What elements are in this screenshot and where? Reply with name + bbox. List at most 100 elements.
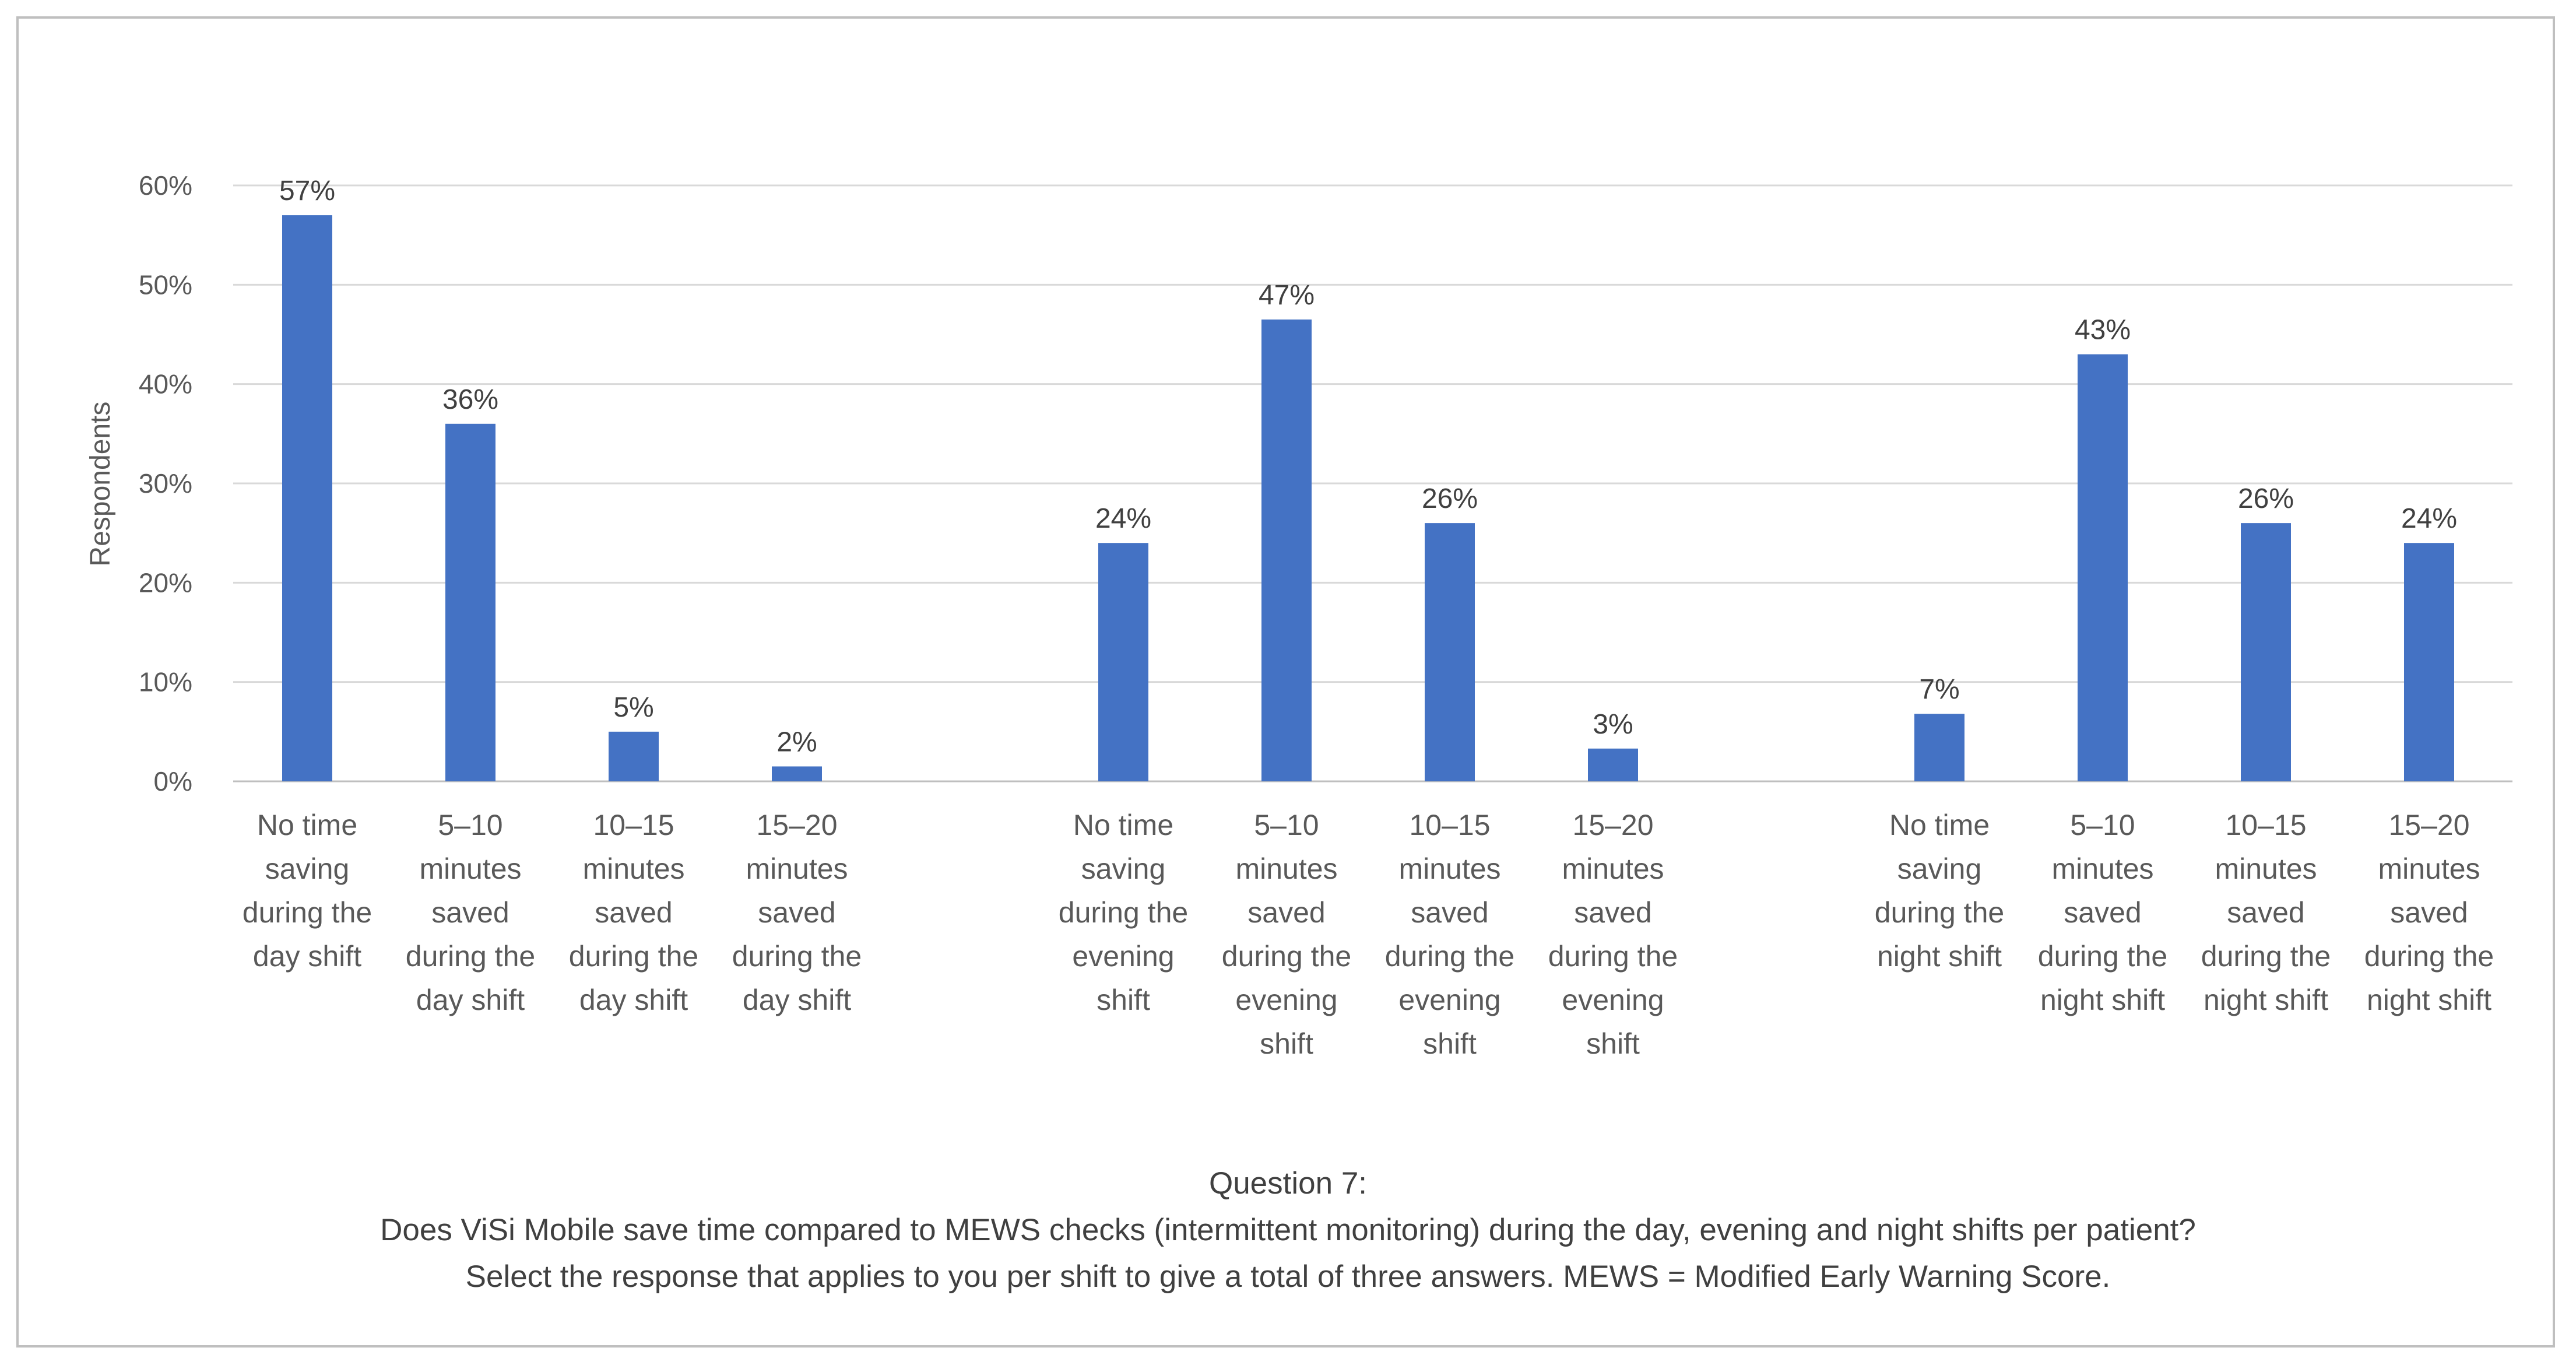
- category-label-line: minutes: [582, 852, 684, 885]
- bars: [282, 215, 2454, 782]
- category-label-line: saving: [265, 852, 350, 885]
- data-label: 5%: [613, 692, 653, 723]
- category-label-line: minutes: [2378, 852, 2480, 885]
- category-label-line: 15–20: [756, 809, 837, 841]
- category-label-line: during the: [406, 940, 535, 973]
- bar-night-shift-4: [2404, 543, 2454, 781]
- category-label-line: day shift: [416, 984, 525, 1016]
- category-label-line: minutes: [419, 852, 521, 885]
- category-label-line: 5–10: [1254, 809, 1319, 841]
- bar-evening-shift-4: [1588, 748, 1638, 781]
- y-tick-label: 40%: [139, 369, 192, 399]
- category-label-line: saved: [431, 896, 509, 929]
- caption-line-3: Select the response that applies to you …: [465, 1259, 2111, 1294]
- category-label-line: saving: [1081, 852, 1166, 885]
- gridlines: [233, 184, 2512, 782]
- category-label-line: shift: [1260, 1027, 1313, 1060]
- category-label-line: evening: [1235, 984, 1337, 1016]
- category-label-line: minutes: [1235, 852, 1337, 885]
- bar-night-shift-2: [2078, 354, 2128, 781]
- category-label-line: 5–10: [438, 809, 502, 841]
- figure-caption: Question 7: Does ViSi Mobile save time c…: [0, 1160, 2576, 1300]
- category-label-line: minutes: [2051, 852, 2153, 885]
- category-label-line: saved: [1247, 896, 1325, 929]
- bar-evening-shift-2: [1261, 319, 1312, 781]
- category-label: No time saving during the evening shift: [1059, 809, 1188, 1016]
- category-label: 5–10 minutes saved during the evening shift: [1222, 809, 1351, 1060]
- y-axis-ticks: 0% 10% 20% 30% 40% 50% 60%: [139, 170, 192, 796]
- bar-day-shift-2: [445, 423, 495, 781]
- category-label-line: shift: [1423, 1027, 1477, 1060]
- category-label-line: minutes: [1562, 852, 1664, 885]
- category-label: No time saving during the day shift: [243, 809, 372, 973]
- bar-night-shift-1: [1914, 714, 1964, 781]
- data-label: 24%: [2401, 503, 2457, 534]
- category-label-line: 10–15: [593, 809, 674, 841]
- data-label: 43%: [2075, 315, 2131, 346]
- category-labels: No time saving during the day shift 5–10 minu…: [243, 809, 2494, 1060]
- category-label-line: 10–15: [2225, 809, 2306, 841]
- category-label-line: minutes: [746, 852, 848, 885]
- bar-evening-shift-1: [1098, 543, 1148, 781]
- data-label: 47%: [1259, 280, 1315, 311]
- bar-evening-shift-3: [1425, 523, 1475, 781]
- bar-day-shift-3: [609, 731, 659, 781]
- category-label-line: No time: [257, 809, 357, 841]
- bar-night-shift-3: [2241, 523, 2291, 781]
- category-label: 5–10 minutes saved during the night shift: [2038, 809, 2167, 1016]
- category-label-line: No time: [1073, 809, 1173, 841]
- bar-day-shift-4: [772, 766, 822, 781]
- category-label-line: during the: [2038, 940, 2167, 973]
- y-tick-label: 30%: [139, 468, 192, 499]
- data-label: 36%: [442, 384, 498, 415]
- category-label: 15–20 minutes saved during the evening shift: [1548, 809, 1678, 1060]
- category-label-line: saved: [2390, 896, 2468, 929]
- category-label-line: during the: [1548, 940, 1678, 973]
- category-label: 10–15 minutes saved during the evening shift: [1385, 809, 1514, 1060]
- category-label-line: shift: [1097, 984, 1150, 1016]
- y-tick-label: 60%: [139, 170, 192, 201]
- category-label-line: night shift: [2367, 984, 2491, 1016]
- category-label-line: saved: [758, 896, 835, 929]
- category-label-line: during the: [1875, 896, 2004, 929]
- category-label-line: saving: [1897, 852, 1982, 885]
- category-label-line: 15–20: [1572, 809, 1653, 841]
- category-label-line: during the: [732, 940, 862, 973]
- category-label-line: night shift: [2204, 984, 2328, 1016]
- category-label-line: No time: [1889, 809, 1990, 841]
- category-label-line: saved: [1574, 896, 1651, 929]
- category-label-line: minutes: [1398, 852, 1500, 885]
- data-label: 3%: [1593, 709, 1633, 740]
- data-label: 57%: [279, 176, 335, 206]
- category-label-line: during the: [1059, 896, 1188, 929]
- data-label: 2%: [776, 727, 817, 757]
- y-tick-label: 20%: [139, 567, 192, 598]
- category-label-line: day shift: [743, 984, 851, 1016]
- category-label-line: night shift: [2040, 984, 2165, 1016]
- category-label-line: night shift: [1877, 940, 2002, 973]
- caption-line-1: Question 7:: [1208, 1166, 1368, 1201]
- category-label-line: during the: [569, 940, 698, 973]
- category-label: 10–15 minutes saved during the day shift: [569, 809, 698, 1016]
- data-label: 7%: [1919, 674, 1959, 705]
- category-label-line: saved: [595, 896, 672, 929]
- y-tick-label: 10%: [139, 667, 192, 697]
- category-label-line: 10–15: [1409, 809, 1490, 841]
- category-label-line: saved: [2064, 896, 2141, 929]
- data-labels: 57% 36% 5% 2% 24% 47% 26% 3% 7% 43% 26% 24%: [279, 176, 2457, 757]
- category-label-line: evening: [1562, 984, 1664, 1016]
- category-label-line: 5–10: [2070, 809, 2135, 841]
- category-label-line: during the: [2201, 940, 2331, 973]
- y-tick-label: 50%: [139, 269, 192, 300]
- caption-line-2: Does ViSi Mobile save time compared to M…: [380, 1213, 2196, 1247]
- category-label: 15–20 minutes saved during the night shift: [2364, 809, 2494, 1016]
- y-axis-label: Respondents: [85, 402, 116, 567]
- data-label: 26%: [1422, 483, 1478, 514]
- data-label: 26%: [2238, 483, 2294, 514]
- category-label: No time saving during the night shift: [1875, 809, 2004, 973]
- category-label-line: day shift: [253, 940, 361, 973]
- category-label-line: shift: [1586, 1027, 1640, 1060]
- data-label: 24%: [1095, 503, 1151, 534]
- category-label-line: during the: [1222, 940, 1351, 973]
